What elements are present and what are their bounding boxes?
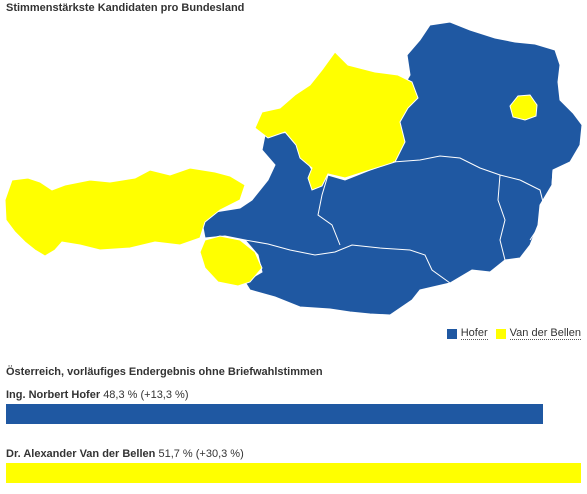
candidate-stats: 48,3 % (+13,3 %) — [103, 389, 189, 401]
result-bar-track-van-der-bellen — [6, 463, 581, 483]
result-bar-hofer[interactable] — [6, 404, 544, 424]
state-borders — [244, 155, 554, 284]
region-oberoesterreich[interactable] — [254, 51, 419, 191]
legend-item-van-der-bellen[interactable]: Van der Bellen — [495, 327, 581, 340]
candidate-name: Dr. Alexander Van der Bellen — [6, 448, 156, 460]
region-osttirol[interactable] — [199, 235, 263, 287]
map-legend: Hofer Van der Bellen — [439, 327, 581, 340]
candidate-name: Ing. Norbert Hofer — [6, 389, 101, 401]
map-title: Stimmenstärkste Kandidaten pro Bundeslan… — [6, 2, 245, 14]
legend-swatch-hofer — [446, 328, 457, 339]
result-bar-track-hofer — [6, 404, 581, 424]
region-tirol[interactable] — [4, 167, 246, 257]
results-subtitle: Österreich, vorläufiges Endergebnis ohne… — [6, 366, 323, 378]
candidate-label-hofer: Ing. Norbert Hofer 48,3 % (+13,3 %) — [6, 389, 189, 401]
austria-map[interactable] — [0, 0, 587, 330]
candidate-stats: 51,7 % (+30,3 %) — [158, 448, 244, 460]
legend-label-van-der-bellen[interactable]: Van der Bellen — [509, 327, 581, 340]
candidate-label-van-der-bellen: Dr. Alexander Van der Bellen 51,7 % (+30… — [6, 448, 244, 460]
result-bar-van-der-bellen[interactable] — [6, 463, 581, 483]
region-wien[interactable] — [509, 94, 538, 121]
legend-label-hofer[interactable]: Hofer — [460, 327, 488, 340]
legend-swatch-van-der-bellen — [495, 328, 506, 339]
legend-item-hofer[interactable]: Hofer — [446, 327, 488, 340]
